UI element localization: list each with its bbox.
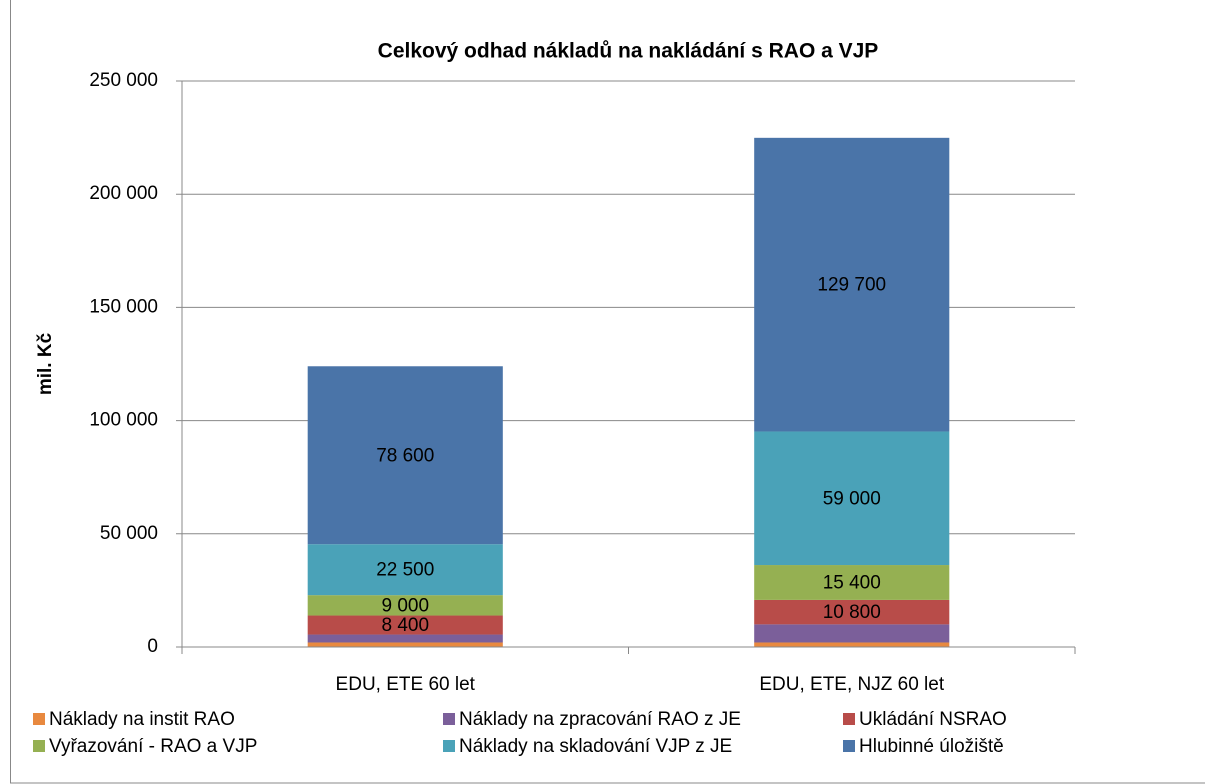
bar-segment: [307, 544, 503, 596]
data-label: 59 000: [823, 488, 881, 509]
bar-segment: [307, 634, 503, 643]
legend-swatch: [33, 713, 45, 725]
legend-label: Vyřazování - RAO a VJP: [49, 736, 257, 757]
legend-swatch: [843, 740, 855, 752]
legend-label: Náklady na instit RAO: [49, 709, 235, 730]
y-tick-label: 250 000: [89, 70, 158, 91]
legend-label: Ukládání NSRAO: [859, 709, 1007, 730]
bar-segment: [307, 595, 503, 616]
y-tick-label: 0: [147, 636, 158, 657]
bar-segment: [754, 565, 950, 600]
legend-swatch: [443, 713, 455, 725]
legend-swatch: [843, 713, 855, 725]
x-tick-label: EDU, ETE, NJZ 60 let: [759, 674, 944, 695]
bar-segment: [307, 366, 503, 545]
bar-segment: [754, 431, 950, 566]
y-tick-label: 200 000: [89, 183, 158, 204]
data-label: 78 600: [376, 445, 434, 466]
y-tick-label: 150 000: [89, 296, 158, 317]
y-axis-label: mil. Kč: [35, 332, 56, 395]
legend-swatch: [33, 740, 45, 752]
legend-label: Hlubinné úložiště: [859, 736, 1004, 757]
bar-segment: [307, 615, 503, 635]
legend-label: Náklady na skladování VJP z JE: [459, 736, 732, 757]
bar-segment: [754, 642, 950, 647]
bar-segment: [307, 642, 503, 647]
data-label: 15 400: [823, 572, 881, 593]
bar-segment: [754, 599, 950, 625]
y-tick-label: 50 000: [100, 523, 158, 544]
data-label: 129 700: [817, 275, 886, 296]
data-label: 9 000: [381, 595, 429, 616]
chart-frame: [10, 0, 1205, 784]
bar-segment: [754, 137, 950, 432]
x-tick-label: EDU, ETE 60 let: [336, 674, 476, 695]
data-label: 22 500: [376, 560, 434, 581]
legend-swatch: [443, 740, 455, 752]
data-label: 10 800: [823, 602, 881, 623]
bar-segment: [754, 624, 950, 643]
data-label: 8 400: [381, 615, 429, 636]
chart-title: Celkový odhad nákladů na nakládání s RAO…: [378, 40, 879, 63]
legend-label: Náklady na zpracování RAO z JE: [459, 709, 741, 730]
y-tick-label: 100 000: [89, 410, 158, 431]
